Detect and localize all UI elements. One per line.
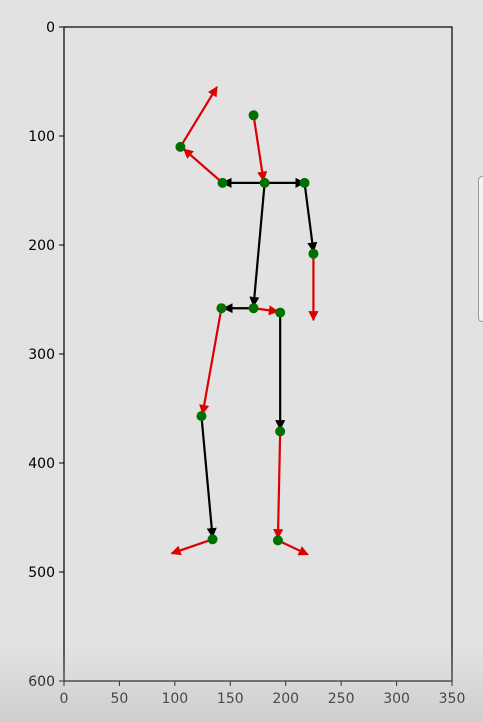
joint-point-ankle-left — [207, 534, 218, 545]
x-tick-label: 350 — [439, 691, 466, 707]
x-tick-label: 100 — [161, 691, 188, 707]
y-axis-ticks: 0 100 200 300 400 500 600 — [28, 20, 64, 690]
side-panel-tab[interactable] — [478, 176, 483, 322]
x-axis-ticks: 0 50 100 150 200 250 300 350 — [60, 681, 466, 707]
joint-point-knee-left — [196, 411, 207, 422]
arrow-layer — [170, 86, 319, 556]
joint-point-hip-left — [216, 303, 227, 314]
joint-point-knee-right — [275, 426, 286, 437]
direction-arrow — [182, 148, 224, 184]
x-tick-label: 300 — [383, 691, 410, 707]
joint-point-elbow-right — [308, 248, 319, 259]
skeleton-arrow — [200, 416, 217, 539]
joint-layer — [175, 110, 319, 546]
joint-point-shoulder-right — [299, 177, 310, 188]
joint-point-hip-right — [275, 307, 286, 318]
y-tick-label: 400 — [28, 456, 55, 472]
y-tick-label: 200 — [28, 238, 55, 254]
joint-point-head — [248, 110, 259, 121]
x-tick-label: 200 — [272, 691, 299, 707]
joint-point-ankle-right — [272, 535, 283, 546]
joint-point-neck — [259, 177, 270, 188]
joint-point-shoulder-left — [217, 177, 228, 188]
plot-area — [64, 27, 452, 681]
y-tick-label: 300 — [28, 347, 55, 363]
y-tick-label: 600 — [28, 674, 55, 690]
skeleton-arrow — [249, 182, 266, 308]
y-tick-label: 100 — [28, 129, 55, 145]
direction-arrow — [170, 538, 213, 556]
x-tick-label: 150 — [217, 691, 244, 707]
x-tick-label: 0 — [60, 691, 69, 707]
joint-point-hip-center — [248, 303, 259, 314]
x-tick-label: 50 — [111, 691, 129, 707]
y-tick-label: 500 — [28, 565, 55, 581]
joint-point-elbow-left — [175, 141, 186, 152]
direction-arrow — [199, 308, 223, 415]
direction-arrow — [277, 539, 309, 556]
skeleton-arrow — [303, 182, 318, 253]
direction-arrow — [179, 86, 218, 148]
direction-arrow — [273, 431, 284, 540]
y-tick-label: 0 — [46, 20, 55, 36]
x-tick-label: 250 — [328, 691, 355, 707]
direction-arrow — [252, 115, 268, 182]
